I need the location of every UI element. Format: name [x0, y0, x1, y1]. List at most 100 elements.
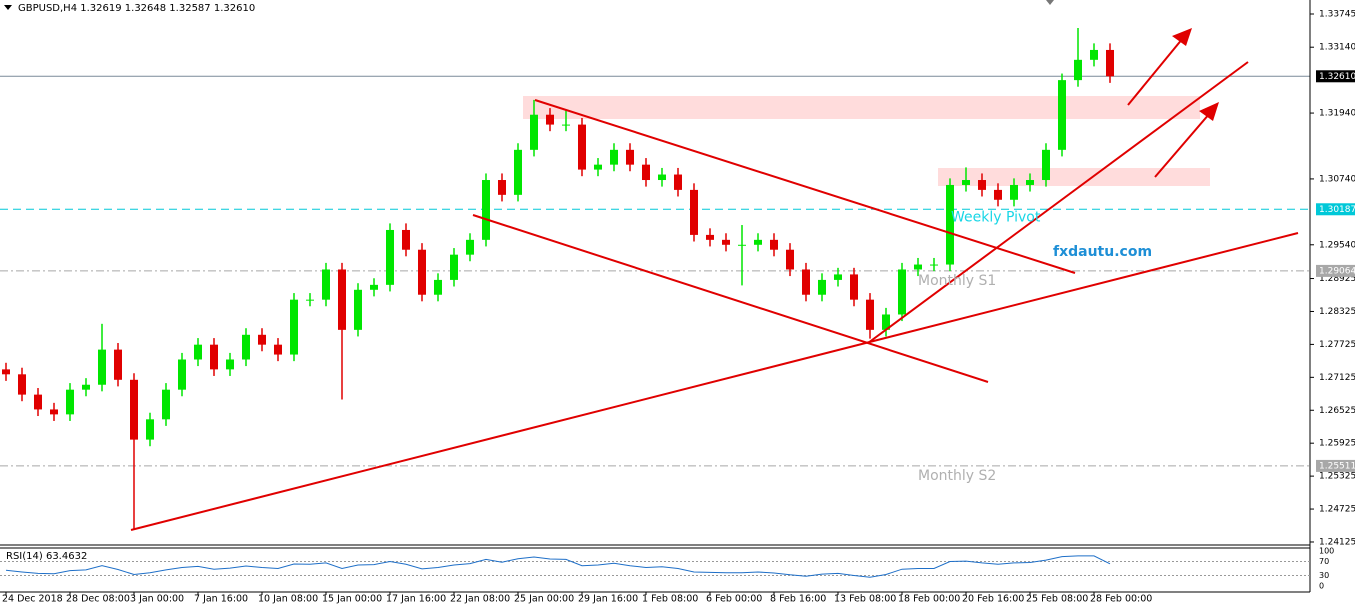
candle-body — [242, 334, 250, 360]
candle-body — [674, 174, 682, 190]
candle-body — [1074, 59, 1082, 81]
trend-line — [867, 61, 1249, 344]
candle-body — [786, 249, 794, 270]
level-label: 1.32610 — [1319, 72, 1355, 82]
candle-body — [562, 124, 570, 126]
trend-line — [130, 232, 1299, 531]
candle-body — [210, 344, 218, 370]
candle-body — [338, 269, 346, 330]
candle-body — [98, 349, 106, 385]
x-tick-label: 1 Feb 08:00 — [642, 594, 698, 605]
trend-lines — [130, 37, 1299, 531]
rsi-title: RSI(14) 63.4632 — [6, 551, 87, 562]
candle-body — [514, 149, 522, 195]
candle-body — [690, 189, 698, 235]
candle-body — [850, 274, 858, 300]
candle-body — [322, 269, 330, 300]
candle-body — [1042, 149, 1050, 181]
candle-body — [258, 334, 266, 345]
y-tick-label: 1.26525 — [1319, 406, 1355, 416]
x-tick-label: 15 Jan 00:00 — [322, 594, 382, 605]
x-tick-label: 25 Feb 08:00 — [1026, 594, 1088, 605]
candle-body — [898, 269, 906, 315]
candle-body — [994, 189, 1002, 200]
rsi-line — [5, 555, 1111, 578]
level-label: 1.25511 — [1319, 461, 1355, 471]
level-box — [1316, 203, 1355, 216]
candle-body — [130, 379, 138, 440]
candle-body — [450, 254, 458, 280]
candle-body — [386, 229, 394, 285]
y-tick-label: 1.33745 — [1319, 9, 1355, 19]
y-tick-label: 1.27125 — [1319, 373, 1355, 383]
resistance-zone — [938, 168, 1210, 186]
x-tick-label: 6 Feb 00:00 — [706, 594, 762, 605]
candle-body — [626, 149, 634, 165]
candle-body — [162, 389, 170, 420]
candle-body — [610, 149, 618, 165]
candle-body — [34, 394, 42, 410]
candle-body — [146, 419, 154, 440]
x-tick-label: 25 Jan 00:00 — [514, 594, 574, 605]
candle-body — [930, 264, 938, 266]
candle-body — [802, 269, 810, 295]
candle-body — [434, 279, 442, 295]
candle-body — [1010, 184, 1018, 200]
arrow-head — [1199, 102, 1219, 121]
y-tick-label: 1.25325 — [1319, 472, 1355, 482]
candle-body — [1090, 49, 1098, 60]
candle-body — [530, 114, 538, 150]
level-name: Monthly S1 — [918, 273, 996, 289]
watermark: fxdautu.com — [1053, 244, 1152, 260]
x-tick-label: 22 Jan 08:00 — [450, 594, 510, 605]
y-tick-label: 1.30740 — [1319, 174, 1355, 184]
candle-body — [834, 274, 842, 280]
shift-marker — [1046, 0, 1054, 5]
candle-body — [658, 174, 666, 181]
candle-body — [402, 229, 410, 250]
x-tick-label: 7 Jan 16:00 — [194, 594, 248, 605]
candle-body — [754, 239, 762, 245]
candle-body — [274, 344, 282, 355]
candle-body — [466, 239, 474, 255]
menu-icon — [4, 5, 12, 10]
level-box — [1316, 264, 1355, 277]
y-tick-label: 1.24125 — [1319, 537, 1355, 547]
y-tick-label: 1.29540 — [1319, 240, 1355, 250]
candle-body — [1106, 49, 1114, 77]
y-tick-label: 1.31940 — [1319, 109, 1355, 119]
candle-body — [978, 180, 986, 190]
candle-body — [2, 369, 10, 375]
x-tick-label: 28 Dec 08:00 — [66, 594, 130, 605]
chart-title: GBPUSD,H4 1.32619 1.32648 1.32587 1.3261… — [18, 3, 255, 14]
candle-body — [770, 239, 778, 250]
x-tick-label: 10 Jan 08:00 — [258, 594, 318, 605]
trend-line — [472, 214, 989, 383]
level-name: Monthly S2 — [918, 468, 996, 484]
rsi-tick-label: 100 — [1319, 547, 1334, 556]
x-tick-label: 17 Jan 16:00 — [386, 594, 446, 605]
y-tick-label: 1.33140 — [1319, 43, 1355, 53]
candle-body — [962, 180, 970, 185]
candle-body — [866, 299, 874, 330]
x-tick-label: 24 Dec 2018 — [2, 594, 63, 605]
rsi-tick-label: 70 — [1319, 557, 1329, 566]
candle-body — [290, 299, 298, 355]
candle-body — [178, 359, 186, 390]
y-tick-label: 1.27725 — [1319, 340, 1355, 350]
x-tick-label: 13 Feb 08:00 — [834, 594, 896, 605]
y-tick-label: 1.25925 — [1319, 439, 1355, 449]
candle-body — [226, 359, 234, 370]
candle-body — [66, 389, 74, 415]
y-tick-label: 1.24725 — [1319, 505, 1355, 515]
level-label: 1.29064 — [1319, 266, 1355, 276]
candle-body — [418, 249, 426, 295]
x-tick-label: 20 Feb 16:00 — [962, 594, 1024, 605]
candle-body — [1026, 180, 1034, 185]
x-tick-label: 29 Jan 16:00 — [578, 594, 638, 605]
resistance-zone — [523, 96, 1200, 119]
candle-body — [722, 239, 730, 245]
candle-body — [498, 180, 506, 195]
arrow — [1127, 37, 1184, 106]
